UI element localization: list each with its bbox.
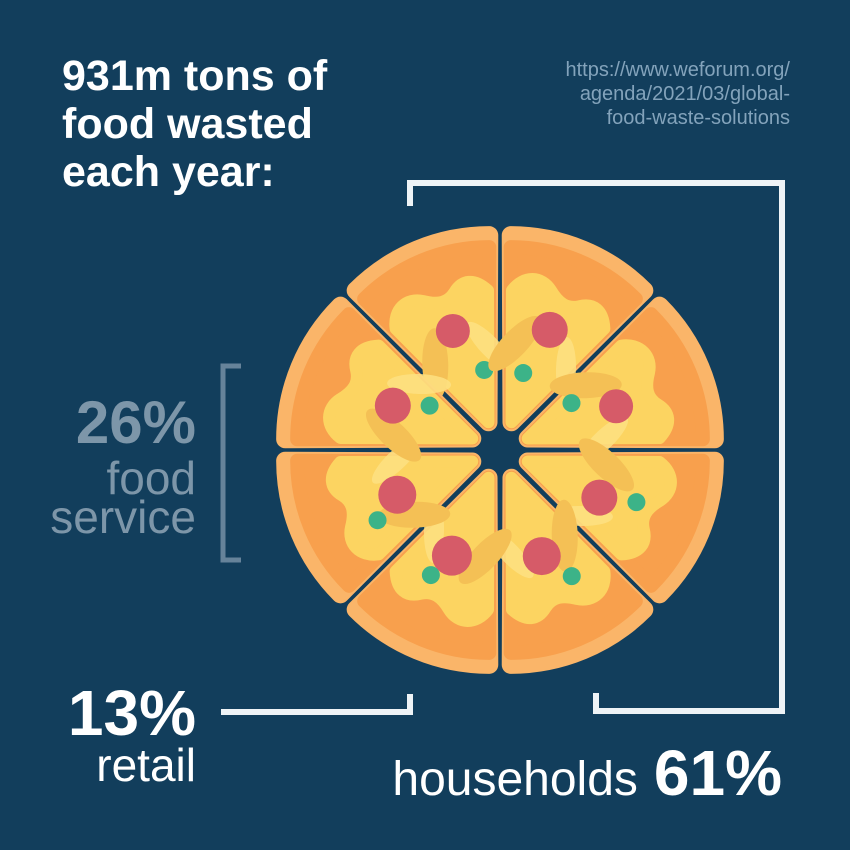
retail-leader-line: [221, 694, 413, 715]
pizza-slice-right-upper: [500, 300, 728, 505]
households-label: households: [392, 753, 638, 806]
households-value: 61%: [653, 737, 782, 809]
source-url: https://www.weforum.org/ agenda/2021/03/…: [565, 59, 790, 129]
pizza-slice-right-lower: [500, 395, 728, 600]
pizza-slice-bottom-right: [445, 450, 650, 678]
food-service-label: food service: [50, 452, 196, 543]
pizza-slice-top-right: [445, 222, 650, 450]
page-title: 931m tons of food wasted each year:: [62, 52, 328, 196]
food-service-value: 26%: [75, 389, 196, 456]
retail-label-group: 13% retail: [67, 677, 196, 791]
households-bracket: [407, 180, 785, 714]
food-service-bracket: [220, 363, 241, 563]
pizza-slice-left-lower: [272, 395, 500, 600]
pizza-slice-left-upper: [272, 300, 500, 505]
households-label-group: households 61%: [392, 736, 782, 810]
food-service-label-group: 26% food service: [50, 389, 196, 543]
pizza: [272, 222, 728, 678]
retail-label: retail: [96, 739, 196, 791]
retail-value: 13%: [67, 677, 196, 749]
pizza-slice-bottom-left: [350, 450, 555, 678]
